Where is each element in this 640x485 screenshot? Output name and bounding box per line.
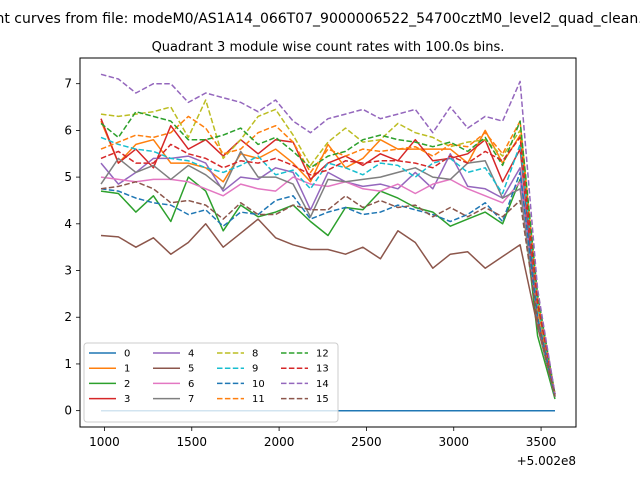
y-tick-label: 4	[64, 217, 72, 231]
series-line-5	[100, 218, 556, 397]
series-line-2	[100, 176, 556, 400]
legend-label-0: 0	[124, 349, 130, 360]
series-group	[100, 73, 556, 412]
x-tick-label: 1500	[177, 435, 208, 449]
series-line-10	[100, 171, 556, 397]
figure-suptitle: Light curves from file: modeM0/AS1A14_06…	[0, 11, 640, 27]
legend-label-11: 11	[252, 394, 265, 405]
axes-frame	[79, 57, 577, 428]
series-line-3	[100, 118, 556, 397]
x-axis-offset-label: +5.002e8	[517, 454, 576, 468]
series-line-15	[100, 181, 556, 397]
chart-title: Quadrant 3 module wise count rates with …	[152, 40, 505, 55]
legend-label-3: 3	[124, 394, 130, 405]
plot-area	[100, 73, 556, 412]
y-axis: 0 1 2 3 4 5 6 7	[64, 77, 80, 418]
x-tick-label: 2500	[351, 435, 382, 449]
legend-label-6: 6	[188, 379, 194, 390]
x-tick-label: 3500	[526, 435, 557, 449]
x-tick-label: 2000	[264, 435, 295, 449]
x-tick-label: 1000	[89, 435, 120, 449]
y-tick-label: 7	[64, 77, 72, 91]
y-tick-label: 6	[64, 123, 72, 137]
x-axis: 1000 1500 2000 2500 3000 3500	[89, 427, 556, 449]
legend-label-5: 5	[188, 364, 194, 375]
y-tick-label: 2	[64, 310, 72, 324]
series-line-14	[100, 73, 556, 395]
series-line-4	[100, 153, 556, 397]
series-line-7	[100, 150, 556, 397]
legend-label-12: 12	[316, 349, 329, 360]
y-tick-label: 0	[64, 404, 72, 418]
legend-label-2: 2	[124, 379, 130, 390]
series-line-9	[100, 136, 556, 395]
series-line-12	[100, 110, 556, 395]
legend-label-4: 4	[188, 349, 194, 360]
legend-label-8: 8	[252, 349, 258, 360]
x-tick-label: 3000	[438, 435, 469, 449]
series-line-6	[100, 176, 556, 397]
legend-label-1: 1	[124, 364, 130, 375]
legend-box	[83, 342, 339, 423]
y-tick-label: 3	[64, 264, 72, 278]
legend-label-9: 9	[252, 364, 258, 375]
series-line-8	[100, 99, 556, 395]
y-tick-label: 1	[64, 357, 72, 371]
legend-label-13: 13	[316, 364, 329, 375]
legend-label-15: 15	[316, 394, 329, 405]
legend-label-10: 10	[252, 379, 265, 390]
y-tick-label: 5	[64, 170, 72, 184]
series-line-13	[100, 136, 556, 395]
legend-label-7: 7	[188, 394, 194, 405]
legend-label-14: 14	[316, 379, 329, 390]
